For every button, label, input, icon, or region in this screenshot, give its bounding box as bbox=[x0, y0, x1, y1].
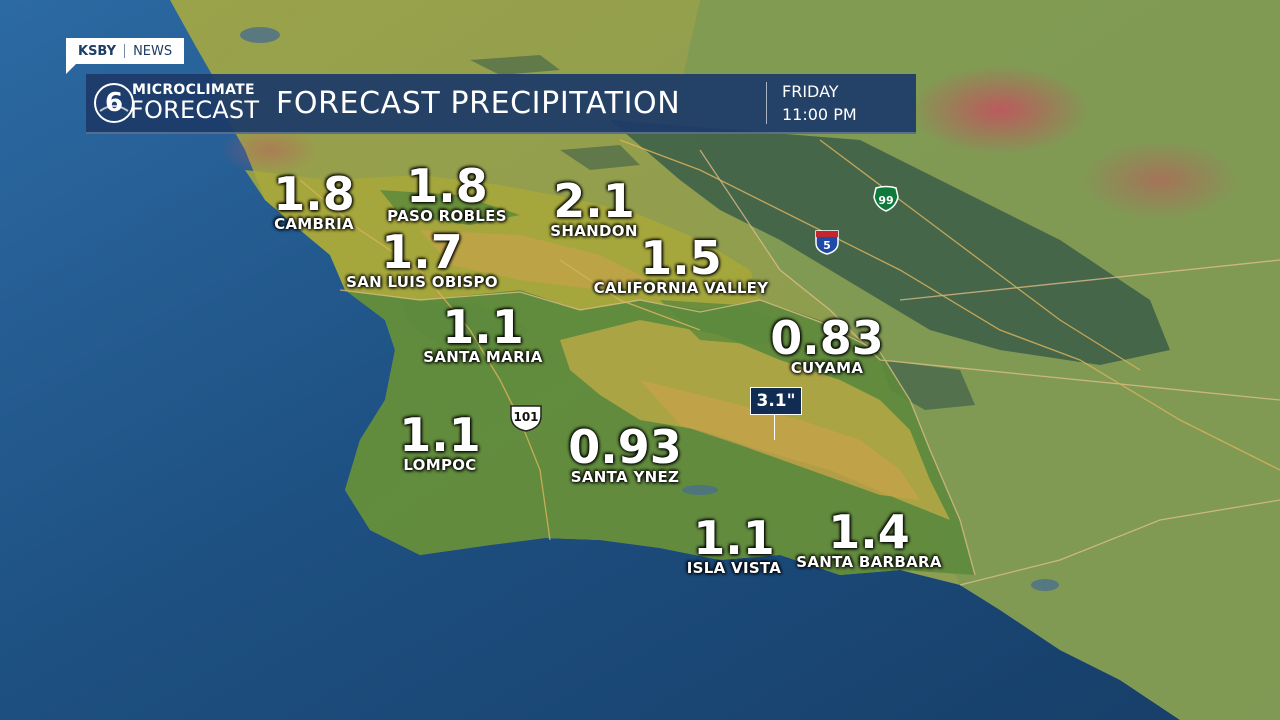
city-name: SHANDON bbox=[550, 222, 638, 240]
forecast-day: FRIDAY bbox=[782, 82, 839, 101]
us-101-shield-icon: 101 bbox=[510, 405, 542, 432]
callout-pointer bbox=[774, 414, 775, 440]
city-name: CAMBRIA bbox=[274, 215, 354, 233]
city-label-california-valley: 1.5 CALIFORNIA VALLEY bbox=[571, 231, 791, 297]
max-precip-callout: 3.1" bbox=[750, 387, 802, 415]
city-label-santa-ynez: 0.93 SANTA YNEZ bbox=[515, 420, 735, 486]
precip-zone-green bbox=[345, 290, 975, 575]
city-label-santa-maria: 1.1 SANTA MARIA bbox=[373, 300, 593, 366]
station-brand: KSBY NEWS bbox=[66, 38, 185, 64]
city-name: SANTA BARBARA bbox=[796, 553, 942, 571]
channel-6-logo-icon: 6 bbox=[94, 83, 134, 123]
central-valley bbox=[610, 120, 1170, 365]
svg-text:101: 101 bbox=[513, 410, 538, 424]
precip-value: 0.83 bbox=[770, 311, 884, 365]
city-label-san-luis-obispo: 1.7 SAN LUIS OBISPO bbox=[312, 225, 532, 291]
city-name: SAN LUIS OBISPO bbox=[346, 273, 498, 291]
precip-value: 1.4 bbox=[828, 505, 910, 559]
city-name: PASO ROBLES bbox=[387, 207, 507, 225]
city-label-cuyama: 0.83 CUYAMA bbox=[717, 311, 937, 377]
highways bbox=[299, 139, 1280, 541]
interstate-5-shield-icon: 5 bbox=[815, 230, 839, 255]
city-label-paso-robles: 1.8 PASO ROBLES bbox=[337, 159, 557, 225]
precip-value: 1.7 bbox=[381, 225, 463, 279]
city-name: CALIFORNIA VALLEY bbox=[593, 279, 769, 297]
precip-value: 2.1 bbox=[553, 174, 635, 228]
svg-text:99: 99 bbox=[878, 194, 893, 207]
city-name: LOMPOC bbox=[403, 456, 477, 474]
precip-value: 1.1 bbox=[693, 511, 775, 565]
precip-value: 1.8 bbox=[273, 167, 355, 221]
forecast-time: 11:00 PM bbox=[782, 105, 857, 124]
city-name: CUYAMA bbox=[790, 359, 864, 377]
city-name: ISLA VISTA bbox=[686, 559, 782, 577]
precip-value: 1.1 bbox=[399, 408, 481, 462]
city-name: SANTA YNEZ bbox=[570, 468, 680, 486]
logo-top-text: MICROCLIMATE bbox=[132, 82, 255, 98]
city-label-lompoc: 1.1 LOMPOC bbox=[330, 408, 550, 474]
brand-tail bbox=[66, 64, 76, 74]
logo-bottom-text: FORECAST bbox=[130, 96, 260, 124]
station-call-letters: KSBY bbox=[78, 43, 117, 59]
state-route-99-shield-icon: 99 bbox=[873, 185, 899, 212]
precip-value: 1.1 bbox=[442, 300, 524, 354]
brand-divider bbox=[124, 44, 126, 58]
page-title: FORECAST PRECIPITATION bbox=[276, 86, 681, 121]
city-name: SANTA MARIA bbox=[423, 348, 543, 366]
county-lines bbox=[339, 149, 1280, 586]
title-banner: 6 MICROCLIMATE FORECAST FORECAST PRECIPI… bbox=[86, 74, 916, 134]
svg-text:5: 5 bbox=[823, 239, 831, 252]
precip-value: 1.5 bbox=[640, 231, 722, 285]
svg-text:6: 6 bbox=[105, 88, 123, 118]
precip-value: 0.93 bbox=[568, 420, 682, 474]
city-label-isla-vista: 1.1 ISLA VISTA bbox=[624, 511, 844, 577]
station-section: NEWS bbox=[133, 43, 173, 59]
precip-value: 1.8 bbox=[406, 159, 488, 213]
city-label-santa-barbara: 1.4 SANTA BARBARA bbox=[759, 505, 979, 571]
city-label-cambria: 1.8 CAMBRIA bbox=[204, 167, 424, 233]
precip-zone-tan bbox=[640, 380, 920, 500]
city-label-shandon: 2.1 SHANDON bbox=[484, 174, 704, 240]
banner-divider bbox=[766, 82, 767, 124]
